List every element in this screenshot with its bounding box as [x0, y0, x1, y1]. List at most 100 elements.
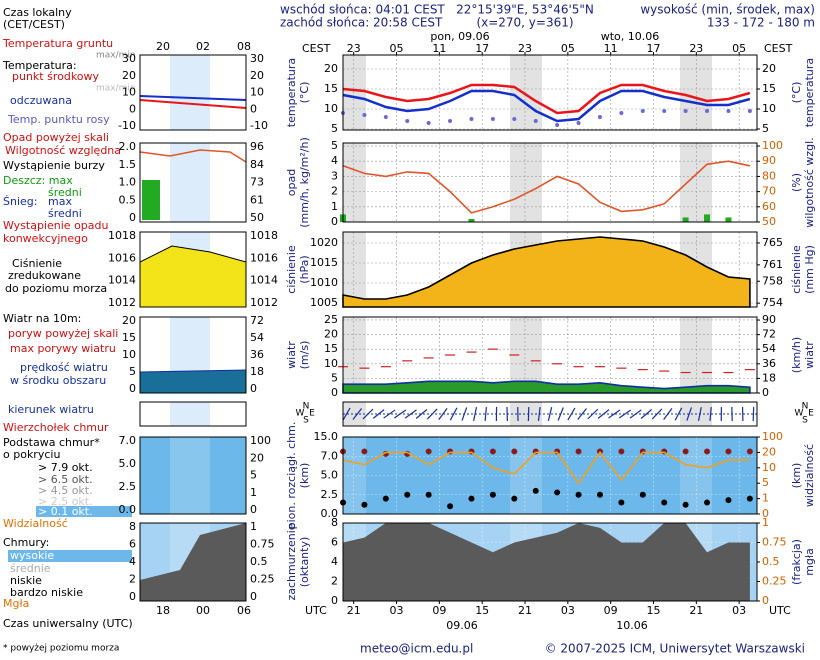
mini-tick-label: 0 [129, 102, 136, 115]
x-tick-label: 09 [604, 604, 618, 617]
series-dot [426, 121, 431, 125]
legend-item: > 6.5 okt. [38, 473, 93, 486]
y2-tick-label: 36 [762, 357, 776, 370]
legend-item: niskie [10, 574, 42, 587]
wind-arrow [342, 407, 351, 421]
y-axis-label: (m/s) [298, 341, 311, 370]
coords: 22°15'39"E, 53°46'5"N [456, 3, 594, 17]
series-dot [489, 448, 496, 455]
y2-tick-label: 0.5 [762, 555, 780, 568]
wind-arrow [640, 409, 653, 419]
night-band [680, 143, 712, 222]
legend-item: punkt środkowy [12, 70, 100, 83]
mini-tick-label: 1.5 [119, 158, 137, 171]
series-dot [361, 448, 368, 455]
unit: CEST [302, 42, 331, 55]
mini-tick-label: 1012 [108, 296, 136, 309]
y2-tick-label: 100 [762, 139, 783, 152]
series-dot [512, 117, 517, 121]
unit: UTC [769, 604, 791, 617]
mini-night [170, 55, 210, 130]
y-tick-label: 2 [331, 185, 338, 198]
sunset: zachód słońca: 20:58 CEST [280, 16, 443, 30]
series-dot [725, 448, 732, 455]
mini-frame [139, 522, 247, 602]
legend-item: średni [48, 186, 82, 199]
mini-tick-label: 0 [129, 211, 136, 224]
wind-arrow [547, 407, 553, 421]
series-dot [404, 491, 411, 498]
series-dot [618, 448, 625, 455]
series-dot [639, 491, 646, 498]
legend-item: Chmury: [3, 536, 49, 549]
mini-night [170, 143, 210, 222]
wind-arrow [674, 407, 683, 421]
mini-bg [140, 437, 246, 514]
series-dot [469, 117, 474, 121]
y-tick-label: 0 [331, 215, 338, 228]
compass: E [309, 409, 315, 419]
mini-time: 18 [156, 604, 170, 617]
mini-tick-label: 5 [129, 365, 136, 378]
wind-arrow [372, 409, 385, 419]
x-tick-label: 21 [518, 604, 532, 617]
legend-item: Temp. punktu rosy [7, 113, 110, 126]
legend-item: max porywy wiatru [10, 342, 116, 355]
x-tick-label: 21 [689, 604, 703, 617]
y-axis-label: (°C) [298, 82, 311, 104]
mini-temp [139, 95, 247, 101]
mini-tick-label: 0.5 [250, 555, 268, 568]
mini-tick-label: 30 [122, 52, 136, 65]
mini-tick-label: 1.0 [119, 176, 137, 189]
legend-item: Wierzchołek chmur [3, 421, 109, 434]
mini-tick-label: 20 [250, 451, 264, 464]
y2-tick-label: 1 [762, 516, 769, 529]
y2-tick-label: 1 [762, 492, 769, 505]
y-tick-label: 4 [331, 555, 338, 568]
y2-axis-label: (°C) [790, 82, 803, 104]
legend-item: odczuwana [10, 94, 72, 107]
legend-item: Śnieg: [3, 195, 37, 208]
email[interactable]: meteo@icm.edu.pl [360, 642, 473, 656]
series-dot [554, 489, 561, 496]
legend-item: średnie [10, 562, 51, 575]
series-dot [725, 497, 732, 504]
legend-item: kierunek wiatru [8, 403, 94, 416]
night-band [510, 143, 542, 222]
y-axis-label: temperatura [285, 58, 298, 127]
mini-time: 20 [156, 40, 170, 53]
y-tick-label: 10 [324, 102, 338, 115]
mini-tick-label: 36 [250, 348, 264, 361]
mini-tick-label: 5.0 [119, 457, 137, 470]
y2-tick-label: 5 [762, 476, 769, 489]
night-band [343, 317, 366, 393]
series-line [342, 451, 750, 485]
legend-item: Wiatr na 10m: [3, 312, 81, 325]
series-dot [746, 448, 753, 455]
legend-item: Widzialność [3, 517, 68, 530]
mini-tick-label: 1016 [108, 251, 136, 264]
y-axis-label: zachmurzenie [285, 523, 298, 600]
mini-tick-label: 30 [250, 52, 264, 65]
y2-tick-label: 0.25 [762, 575, 787, 588]
y-axis-label: ciśnienie [285, 245, 298, 294]
mini-tick-label: -10 [250, 119, 268, 132]
mini-tick-label: 6 [129, 538, 136, 551]
series-dot [705, 109, 710, 113]
legend-item: > 7.9 okt. [38, 461, 93, 474]
series-dot [448, 119, 453, 123]
wind-arrow [383, 409, 396, 419]
mini-time: 02 [196, 40, 210, 53]
legend-item: (CET/CEST) [3, 18, 65, 31]
legend-item: bardzo niskie [10, 586, 83, 599]
y-axis-label: wiatr [285, 341, 298, 369]
wind-arrow [404, 409, 417, 419]
y2-tick-label: 0 [762, 594, 769, 607]
y-tick-label: 1010 [310, 276, 338, 289]
legend-item: w środku obszaru [10, 374, 106, 387]
y2-tick-label: 761 [762, 258, 783, 271]
y-tick-label: 3 [331, 169, 338, 182]
mini-tick-label: 20 [250, 69, 264, 82]
series-dot [361, 501, 368, 508]
y-tick-label: 15 [324, 82, 338, 95]
